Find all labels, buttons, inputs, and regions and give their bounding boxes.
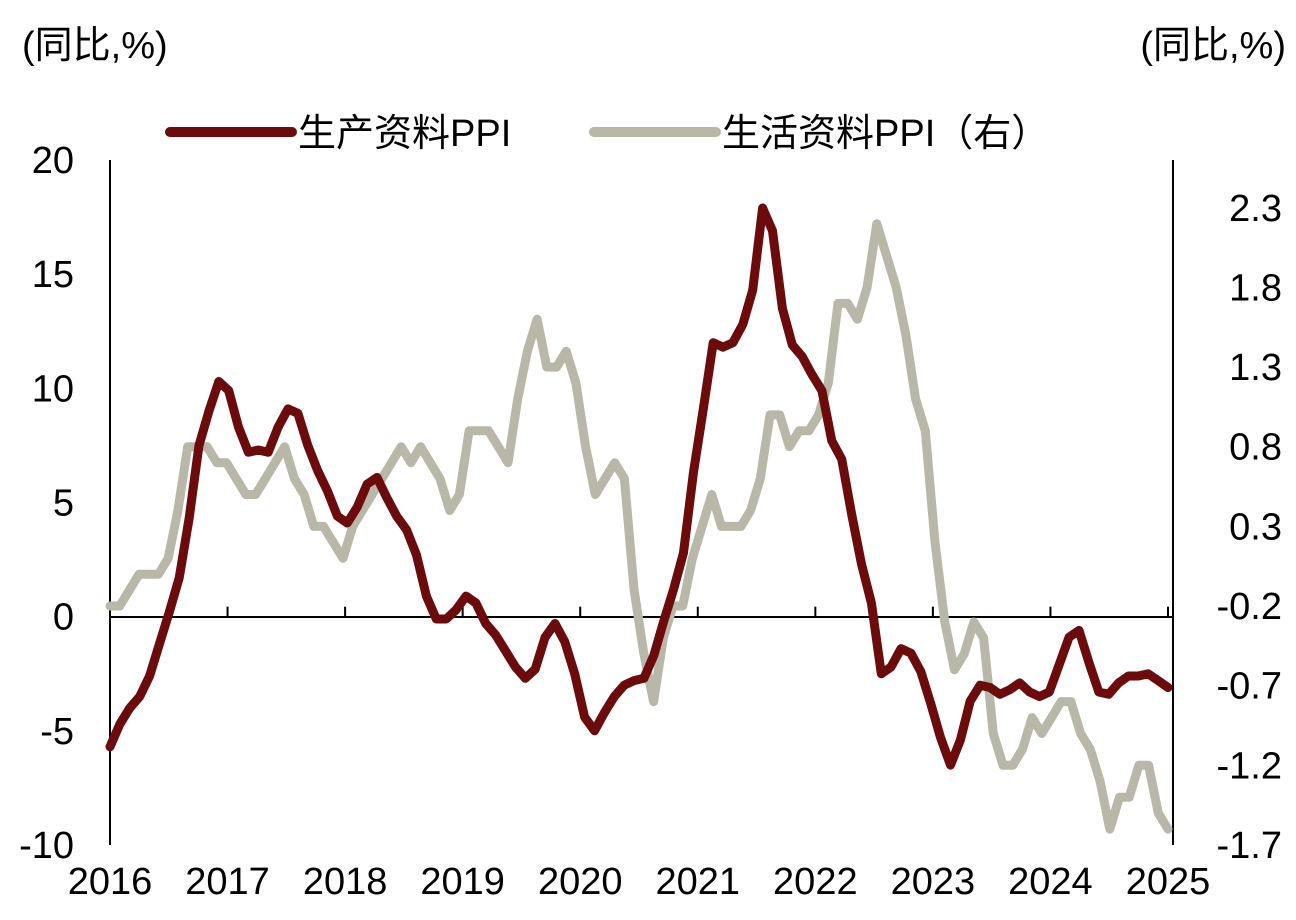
right-tick-label: 1.8: [1229, 267, 1282, 309]
x-tick-label: 2021: [656, 861, 741, 903]
right-axis-unit: (同比,%): [1140, 25, 1286, 67]
x-tick-label: 2017: [185, 861, 270, 903]
series-line-consumer: [105, 219, 1173, 834]
x-tick-label: 2022: [773, 861, 858, 903]
right-tick-label: -0.7: [1217, 666, 1282, 708]
x-tick-label: 2023: [891, 861, 976, 903]
left-tick-label: 15: [32, 254, 74, 296]
legend: 生产资料PPI 生活资料PPI（右）: [165, 113, 1049, 155]
legend-label-consumer: 生活资料PPI（右）: [722, 113, 1049, 155]
x-tick-label: 2024: [1008, 861, 1093, 903]
series-line-production: [105, 203, 1173, 770]
x-tick-label: 2016: [68, 861, 153, 903]
x-tick-label: 2025: [1126, 861, 1211, 903]
x-axis-labels: 2016 2017 2018 2019 2020 2021 2022 2023 2024 2025: [68, 861, 1211, 903]
left-tick-label: 20: [32, 140, 74, 182]
left-tick-label: 0: [53, 597, 74, 639]
right-tick-label: 1.3: [1229, 347, 1282, 389]
left-tick-label: -10: [19, 825, 74, 867]
right-tick-label: -1.7: [1217, 825, 1282, 867]
legend-label-production: 生产资料PPI: [298, 113, 511, 155]
x-axis-ticks: [109, 606, 1169, 617]
right-tick-label: 2.3: [1229, 188, 1282, 230]
left-axis-labels: 20 15 10 5 0 -5 -10: [19, 140, 74, 867]
left-tick-label: 10: [32, 368, 74, 410]
x-tick-label: 2019: [420, 861, 505, 903]
right-tick-label: 0.8: [1229, 427, 1282, 469]
series-group: [105, 203, 1173, 834]
x-tick-label: 2020: [538, 861, 623, 903]
left-axis-unit: (同比,%): [22, 25, 168, 67]
right-tick-label: -0.2: [1217, 586, 1282, 628]
right-axis-labels: 2.3 1.8 1.3 0.8 0.3 -0.2 -0.7 -1.2 -1.7: [1217, 188, 1282, 867]
x-tick-label: 2018: [303, 861, 388, 903]
left-tick-label: -5: [40, 711, 74, 753]
left-tick-label: 5: [53, 483, 74, 525]
right-tick-label: -1.2: [1217, 745, 1282, 787]
right-tick-label: 0.3: [1229, 506, 1282, 548]
